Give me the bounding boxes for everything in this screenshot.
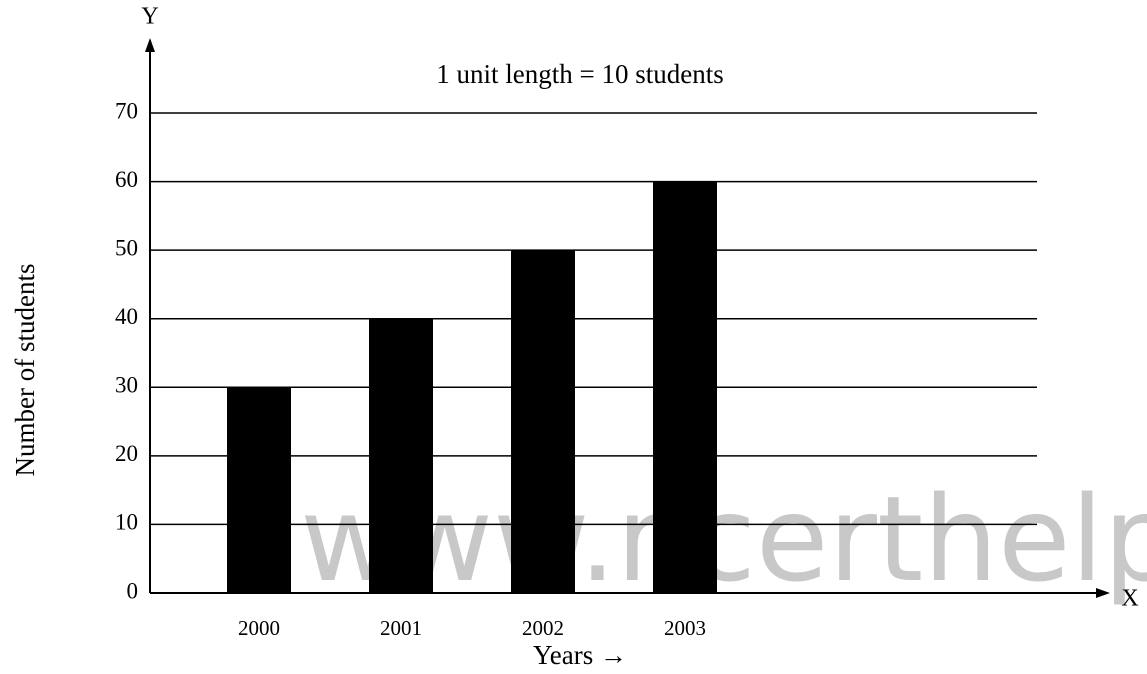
bar <box>227 387 291 593</box>
x-axis-name: X <box>1121 586 1138 612</box>
y-tick-label: 60 <box>115 167 138 192</box>
y-tick-label: 50 <box>115 235 138 260</box>
y-tick-label: 10 <box>115 510 138 535</box>
bar <box>369 319 433 593</box>
page: www.ncerthelp.com Y X 1 unit length = 10… <box>0 0 1147 674</box>
x-tick-label: 2003 <box>664 616 706 640</box>
y-tick-label: 70 <box>115 98 138 123</box>
y-tick-label: 40 <box>115 304 138 329</box>
chart-title: 1 unit length = 10 students <box>436 59 723 89</box>
bar <box>653 182 717 593</box>
x-tick-label: 2000 <box>238 616 280 640</box>
x-tick-label: 2001 <box>380 616 422 640</box>
y-tick-label: 0 <box>127 578 139 603</box>
y-tick-label: 20 <box>115 441 138 466</box>
y-axis-label: Number of students <box>10 264 40 477</box>
y-axis-arrow <box>145 38 155 52</box>
x-tick-label: 2002 <box>522 616 564 640</box>
chart: www.ncerthelp.com Y X 1 unit length = 10… <box>0 0 1147 674</box>
y-tick-label: 30 <box>115 373 138 398</box>
x-axis-label: Years → <box>533 640 627 670</box>
bar <box>511 250 575 593</box>
y-axis-name: Y <box>141 4 158 30</box>
